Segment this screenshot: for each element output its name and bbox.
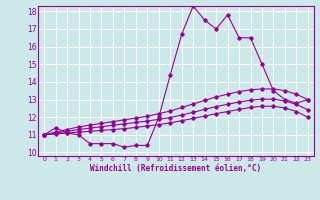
X-axis label: Windchill (Refroidissement éolien,°C): Windchill (Refroidissement éolien,°C) (91, 164, 261, 173)
